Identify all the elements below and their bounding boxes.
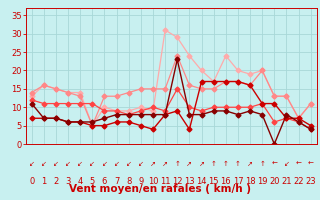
- Text: 8: 8: [126, 178, 132, 186]
- Text: ↑: ↑: [223, 161, 229, 167]
- Text: 12: 12: [172, 178, 182, 186]
- Text: 13: 13: [184, 178, 195, 186]
- Text: ←: ←: [271, 161, 277, 167]
- Text: ↙: ↙: [53, 161, 59, 167]
- Text: ↙: ↙: [65, 161, 71, 167]
- Text: ←: ←: [296, 161, 301, 167]
- Text: ↗: ↗: [199, 161, 204, 167]
- Text: ↑: ↑: [259, 161, 265, 167]
- Text: 1: 1: [41, 178, 46, 186]
- Text: ↙: ↙: [29, 161, 35, 167]
- Text: 20: 20: [269, 178, 280, 186]
- Text: 7: 7: [114, 178, 119, 186]
- Text: ↙: ↙: [284, 161, 289, 167]
- Text: 18: 18: [245, 178, 255, 186]
- Text: 23: 23: [305, 178, 316, 186]
- Text: ←: ←: [308, 161, 314, 167]
- Text: 22: 22: [293, 178, 304, 186]
- Text: 3: 3: [65, 178, 71, 186]
- Text: ↗: ↗: [187, 161, 192, 167]
- Text: 21: 21: [281, 178, 292, 186]
- Text: 0: 0: [29, 178, 34, 186]
- Text: ↙: ↙: [89, 161, 95, 167]
- Text: 16: 16: [220, 178, 231, 186]
- Text: ↗: ↗: [162, 161, 168, 167]
- Text: 11: 11: [160, 178, 170, 186]
- Text: 17: 17: [233, 178, 243, 186]
- Text: 19: 19: [257, 178, 268, 186]
- Text: ↗: ↗: [247, 161, 253, 167]
- Text: 2: 2: [53, 178, 59, 186]
- Text: 6: 6: [102, 178, 107, 186]
- Text: Vent moyen/en rafales ( km/h ): Vent moyen/en rafales ( km/h ): [69, 184, 251, 194]
- Text: ↙: ↙: [77, 161, 83, 167]
- Text: ↑: ↑: [211, 161, 217, 167]
- Text: ↙: ↙: [138, 161, 144, 167]
- Text: ↑: ↑: [174, 161, 180, 167]
- Text: 9: 9: [138, 178, 143, 186]
- Text: ↑: ↑: [235, 161, 241, 167]
- Text: 4: 4: [77, 178, 83, 186]
- Text: 15: 15: [208, 178, 219, 186]
- Text: ↙: ↙: [114, 161, 120, 167]
- Text: ↙: ↙: [41, 161, 47, 167]
- Text: ↗: ↗: [150, 161, 156, 167]
- Text: ↙: ↙: [101, 161, 108, 167]
- Text: 5: 5: [90, 178, 95, 186]
- Text: 14: 14: [196, 178, 207, 186]
- Text: ↙: ↙: [126, 161, 132, 167]
- Text: 10: 10: [148, 178, 158, 186]
